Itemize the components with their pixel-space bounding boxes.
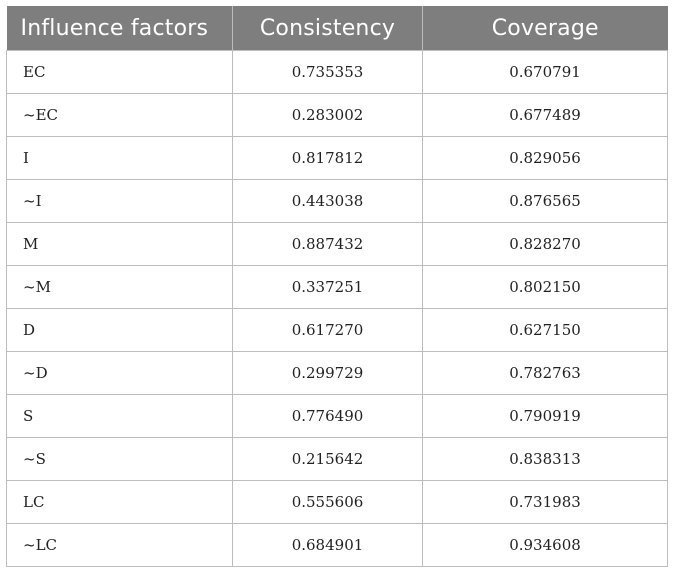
table-row: I 0.817812 0.829056 bbox=[6, 136, 668, 180]
header-influence-factors: Influence factors bbox=[6, 6, 233, 51]
factor-cell: S bbox=[6, 394, 233, 438]
factor-cell: I bbox=[6, 136, 233, 180]
header-coverage: Coverage bbox=[422, 6, 668, 51]
coverage-cell: 0.731983 bbox=[422, 480, 668, 524]
consistency-cell: 0.887432 bbox=[232, 222, 423, 266]
factor-cell: M bbox=[6, 222, 233, 266]
consistency-cell: 0.776490 bbox=[232, 394, 423, 438]
factor-cell: LC bbox=[6, 480, 233, 524]
influence-factors-table: Influence factors Consistency Coverage E… bbox=[6, 6, 668, 567]
consistency-cell: 0.443038 bbox=[232, 179, 423, 223]
header-row: Influence factors Consistency Coverage bbox=[6, 6, 668, 51]
factor-cell: ~D bbox=[6, 351, 233, 395]
results-table-container: Influence factors Consistency Coverage E… bbox=[6, 6, 668, 567]
table-body: EC 0.735353 0.670791 ~EC 0.283002 0.6774… bbox=[6, 50, 668, 567]
table-row: ~EC 0.283002 0.677489 bbox=[6, 93, 668, 137]
table-row: EC 0.735353 0.670791 bbox=[6, 50, 668, 94]
coverage-cell: 0.670791 bbox=[422, 50, 668, 94]
coverage-cell: 0.802150 bbox=[422, 265, 668, 309]
table-row: ~S 0.215642 0.838313 bbox=[6, 437, 668, 481]
factor-cell: ~I bbox=[6, 179, 233, 223]
consistency-cell: 0.555606 bbox=[232, 480, 423, 524]
consistency-cell: 0.337251 bbox=[232, 265, 423, 309]
factor-cell: ~EC bbox=[6, 93, 233, 137]
table-row: ~I 0.443038 0.876565 bbox=[6, 179, 668, 223]
table-row: ~M 0.337251 0.802150 bbox=[6, 265, 668, 309]
factor-cell: EC bbox=[6, 50, 233, 94]
consistency-cell: 0.735353 bbox=[232, 50, 423, 94]
consistency-cell: 0.283002 bbox=[232, 93, 423, 137]
consistency-cell: 0.817812 bbox=[232, 136, 423, 180]
coverage-cell: 0.829056 bbox=[422, 136, 668, 180]
coverage-cell: 0.828270 bbox=[422, 222, 668, 266]
table-row: M 0.887432 0.828270 bbox=[6, 222, 668, 266]
consistency-cell: 0.684901 bbox=[232, 523, 423, 567]
table-row: D 0.617270 0.627150 bbox=[6, 308, 668, 352]
coverage-cell: 0.677489 bbox=[422, 93, 668, 137]
coverage-cell: 0.627150 bbox=[422, 308, 668, 352]
consistency-cell: 0.617270 bbox=[232, 308, 423, 352]
factor-cell: ~S bbox=[6, 437, 233, 481]
table-row: ~D 0.299729 0.782763 bbox=[6, 351, 668, 395]
coverage-cell: 0.790919 bbox=[422, 394, 668, 438]
consistency-cell: 0.215642 bbox=[232, 437, 423, 481]
factor-cell: ~M bbox=[6, 265, 233, 309]
coverage-cell: 0.876565 bbox=[422, 179, 668, 223]
coverage-cell: 0.934608 bbox=[422, 523, 668, 567]
table-header: Influence factors Consistency Coverage bbox=[6, 6, 668, 51]
table-row: S 0.776490 0.790919 bbox=[6, 394, 668, 438]
header-consistency: Consistency bbox=[232, 6, 423, 51]
consistency-cell: 0.299729 bbox=[232, 351, 423, 395]
coverage-cell: 0.838313 bbox=[422, 437, 668, 481]
factor-cell: D bbox=[6, 308, 233, 352]
coverage-cell: 0.782763 bbox=[422, 351, 668, 395]
table-row: LC 0.555606 0.731983 bbox=[6, 480, 668, 524]
table-row: ~LC 0.684901 0.934608 bbox=[6, 523, 668, 567]
factor-cell: ~LC bbox=[6, 523, 233, 567]
